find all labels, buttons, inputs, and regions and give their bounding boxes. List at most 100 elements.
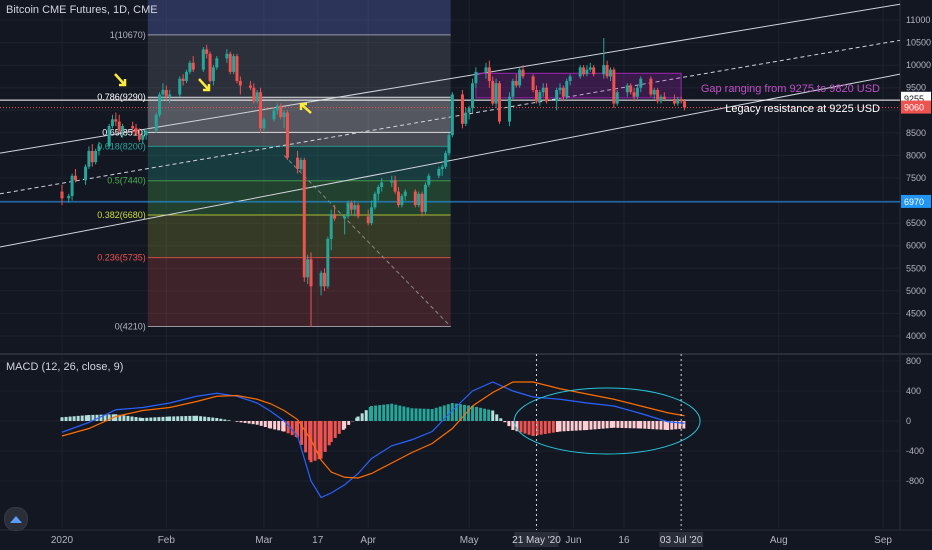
macd-histogram-bar [227,420,231,421]
macd-histogram-bar [273,421,277,430]
macd-histogram-bar [636,421,640,429]
time-axis-tick: Mar [255,535,273,546]
candle-body [417,193,421,206]
price-axis-tick: 9500 [906,83,926,93]
macd-histogram-bar [670,421,674,430]
macd-histogram-bar [566,421,570,432]
candle-body [248,85,252,88]
tradingview-logo-icon[interactable] [4,507,28,531]
macd-title: MACD (12, 26, close, 9) [6,361,124,373]
macd-histogram-bar [126,415,130,421]
price-axis-tick: 5500 [906,263,926,273]
candle-body [211,67,215,81]
candle-body [393,180,397,192]
time-axis-tick: Apr [360,535,376,546]
macd-histogram-bar [398,405,402,421]
candle-body [538,92,542,102]
macd-histogram-bar [235,421,239,422]
macd-histogram-bar [666,421,670,430]
candle-body [558,87,562,90]
macd-histogram-bar [678,421,682,429]
price-axis-tick: 10500 [906,38,931,48]
candle-body [164,89,168,97]
macd-histogram-bar [543,421,547,434]
macd-histogram-bar [319,421,323,459]
candle-body [252,87,256,102]
candle-body [262,119,266,129]
candle-body [403,191,407,197]
macd-histogram-bar [263,421,267,427]
time-axis-tick: Sep [874,535,892,546]
macd-histogram-bar [130,416,134,421]
price-label-bg [901,100,931,114]
candle-body [534,89,538,102]
candle-body [471,83,475,109]
macd-histogram-bar [122,415,126,421]
price-axis-tick: 8000 [906,150,926,160]
macd-histogram-bar [370,406,374,421]
macd-histogram-bar [523,421,527,434]
macd-histogram-bar [446,404,450,421]
macd-histogram-bar [632,421,636,429]
macd-histogram-bar [503,421,507,423]
macd-axis-tick: 800 [906,356,921,366]
candle-body [679,99,683,102]
candle-body [181,78,185,81]
macd-histogram-bar [491,410,495,421]
candle-body [578,67,582,77]
macd-histogram-bar [483,408,487,421]
macd-histogram-bar [247,421,251,424]
macd-axis-tick: -800 [906,476,924,486]
candle-body [353,205,357,210]
macd-histogram-bar [574,421,578,431]
date-marker-bg [659,532,704,547]
macd-histogram-bar [134,417,138,421]
annotation-arrow-icon [114,73,127,87]
candle-body [255,92,259,102]
candle-body [608,69,612,77]
fib-trend-line [283,155,452,327]
macd-histogram-bar [585,421,589,430]
candle-body [188,62,192,72]
candle-body [205,49,209,54]
candle-body [555,89,559,102]
candle-body [90,150,94,163]
candle-body [376,187,380,194]
candle-body [508,96,512,122]
macd-histogram-bar [95,414,99,421]
macd-histogram-bar [663,421,667,430]
macd-histogram-bar [462,404,466,421]
candle-body [110,119,114,127]
macd-histogram-bar [309,421,313,463]
fib-level-label: 1(10670) [110,30,146,40]
resistance-annotation: Legacy resistance at 9225 USD [725,103,880,115]
macd-histogram-bar [251,421,255,425]
candle-body [215,58,219,68]
macd-histogram-bar [72,416,76,421]
macd-histogram-bar [207,417,211,421]
macd-histogram-bar [394,404,398,421]
candle-body [632,92,636,97]
macd-histogram-bar [356,416,360,421]
macd-histogram-bar [612,421,616,428]
candle-body [602,65,606,75]
candle-body [259,92,263,129]
macd-histogram-bar [118,414,122,421]
macd-histogram-bar [329,421,333,442]
annotation-arrow-icon [198,78,211,92]
price-axis-tick: 8500 [906,128,926,138]
macd-histogram-bar [562,421,566,432]
fib-band [147,97,451,133]
candle-body [484,67,488,72]
candle-body [67,196,71,199]
macd-histogram-bar [479,407,483,421]
macd-histogram-bar [426,408,430,421]
candle-body [275,105,279,111]
macd-histogram-bar [386,404,390,421]
macd-histogram-bar [304,421,308,453]
macd-histogram-bar [277,421,281,431]
candle-body [423,184,427,212]
candle-body [154,114,158,131]
macd-histogram-bar [551,421,555,433]
